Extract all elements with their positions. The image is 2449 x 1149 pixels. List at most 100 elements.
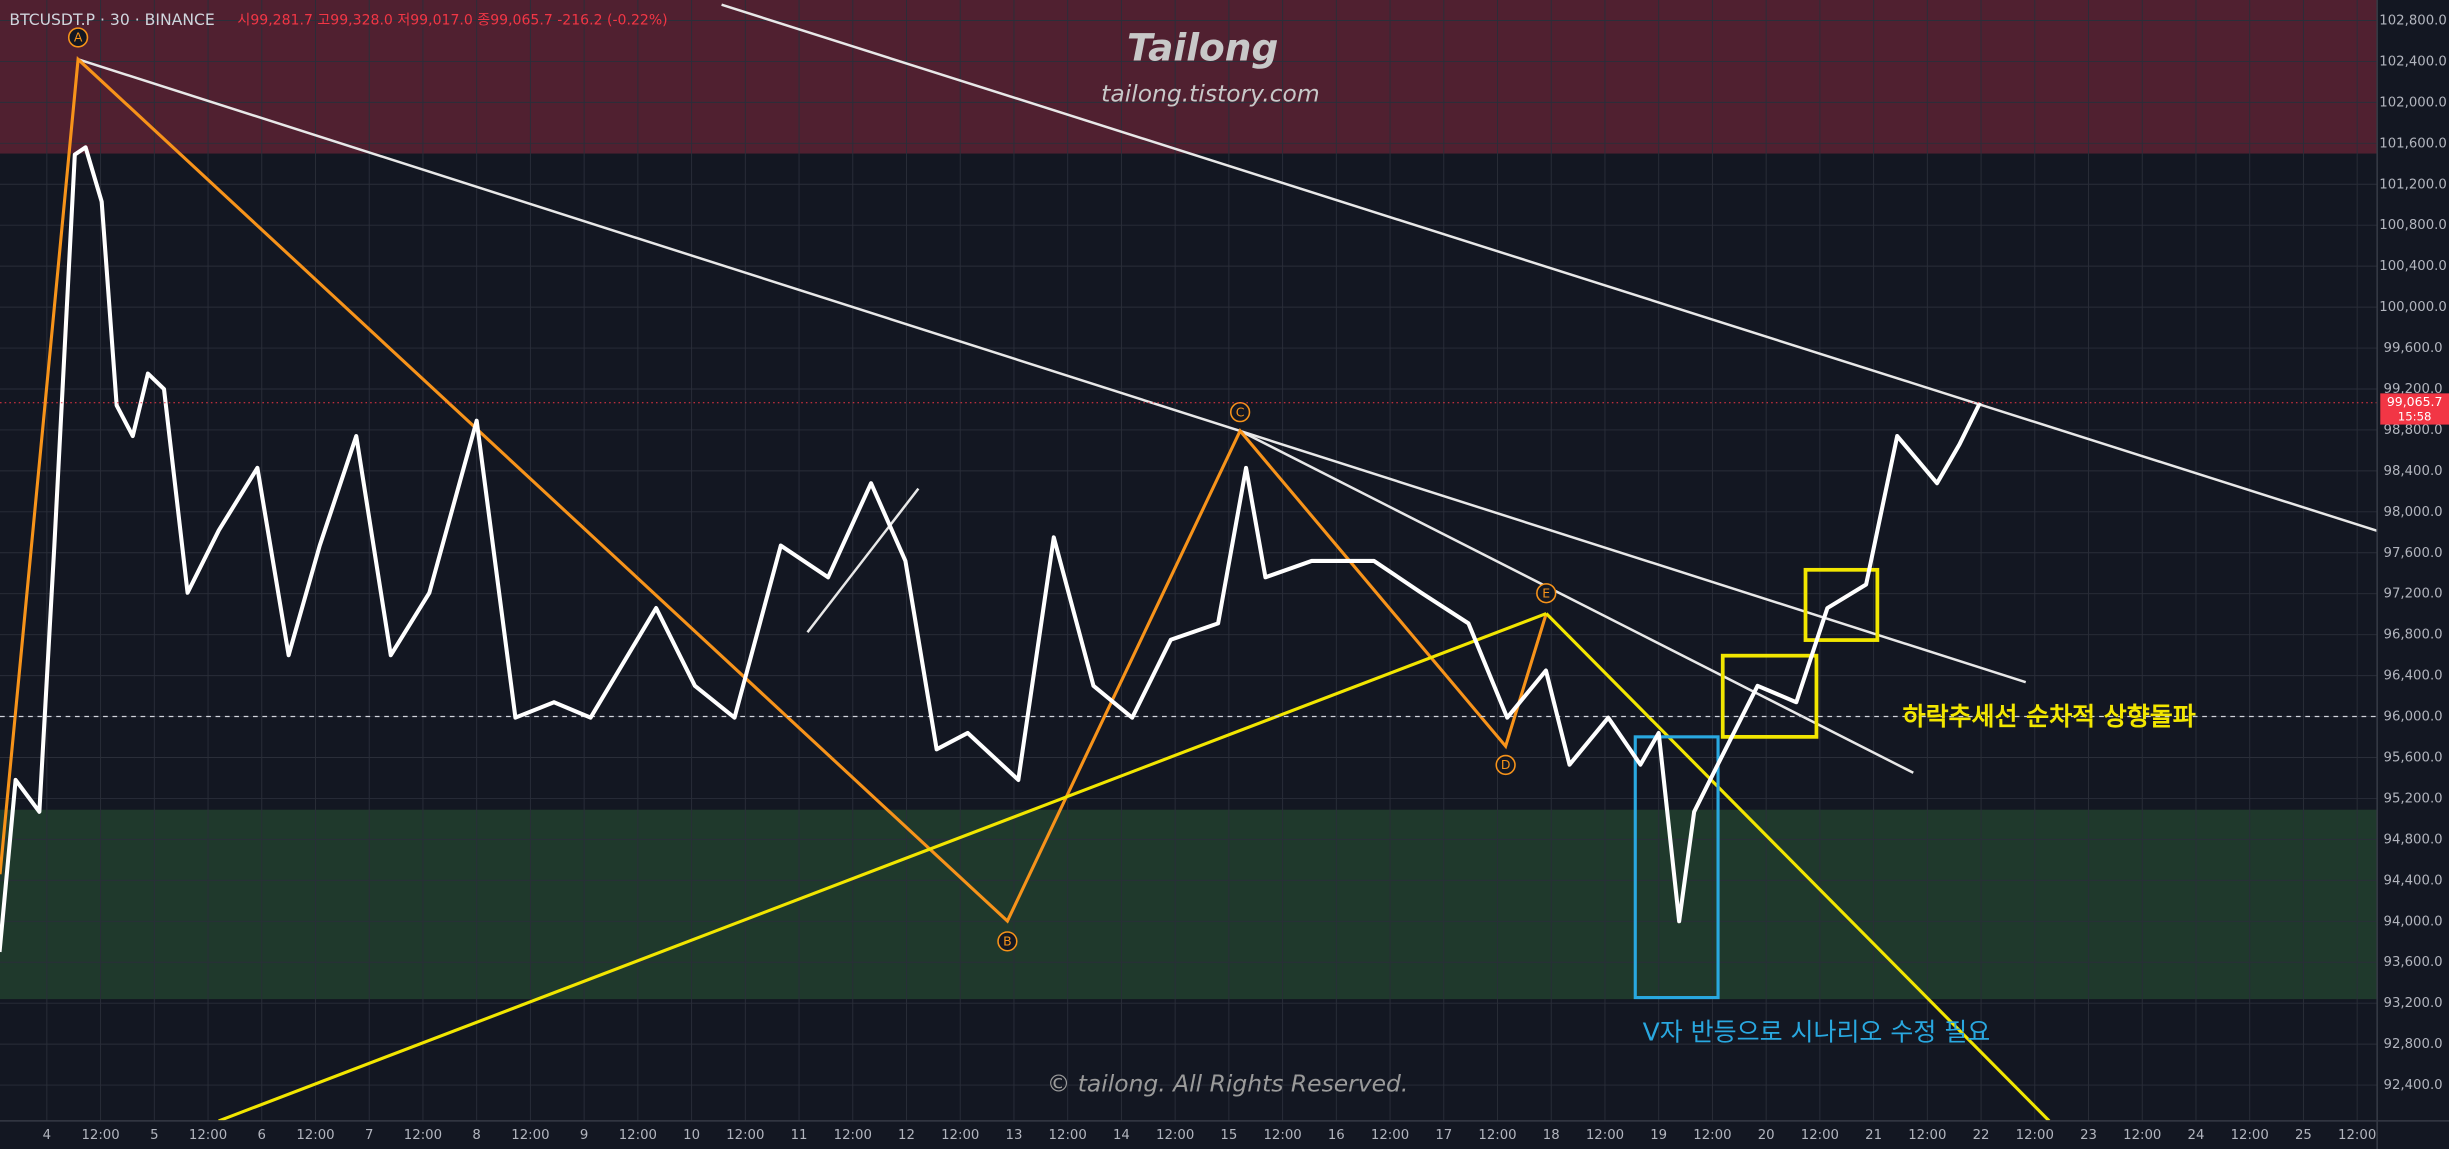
- trendline: [721, 3, 2378, 532]
- y-tick-label: 99,600.0: [2384, 341, 2443, 356]
- breakout-box: [1803, 567, 1880, 642]
- x-tick-label: 25: [2295, 1128, 2312, 1143]
- copyright: © tailong. All Rights Reserved.: [1047, 1069, 1409, 1097]
- x-tick-label: 21: [1865, 1128, 1882, 1143]
- x-tick-label: 20: [1758, 1128, 1775, 1143]
- price-line: [0, 145, 1982, 953]
- y-tick-label: 93,600.0: [2384, 955, 2443, 970]
- y-tick-label: 102,400.0: [2379, 54, 2447, 69]
- x-tick-label: 12:00: [81, 1128, 119, 1143]
- axes: 92,400.0 92,800.0 93,200.0 93,600.0 94,000.0…: [43, 13, 2449, 1143]
- price-axis: [2377, 0, 2449, 1149]
- y-tick-label: 101,600.0: [2379, 136, 2447, 151]
- point-label: A: [74, 30, 83, 45]
- x-tick-label: 16: [1328, 1128, 1345, 1143]
- y-tick-label: 101,200.0: [2379, 177, 2447, 192]
- y-tick-label: 98,400.0: [2384, 464, 2443, 479]
- x-tick-label: 5: [150, 1128, 158, 1143]
- y-tick-label: 102,800.0: [2379, 13, 2447, 28]
- x-tick-label: 12:00: [619, 1128, 657, 1143]
- point-label: D: [1501, 757, 1511, 772]
- annotation: V자 반등으로 시나리오 수정 필요: [1643, 1017, 1991, 1046]
- x-tick-label: 18: [1543, 1128, 1560, 1143]
- time-axis: [0, 1120, 2449, 1149]
- x-tick-label: 12:00: [941, 1128, 979, 1143]
- support-line: [218, 612, 1547, 1123]
- x-tick-label: 11: [791, 1128, 808, 1143]
- y-tick-label: 97,200.0: [2384, 587, 2443, 602]
- x-tick-label: 12:00: [2338, 1128, 2376, 1143]
- y-tick-label: 94,000.0: [2384, 914, 2443, 929]
- y-tick-label: 100,800.0: [2379, 218, 2447, 233]
- y-tick-label: 98,000.0: [2384, 505, 2443, 520]
- x-tick-label: 23: [2080, 1128, 2097, 1143]
- x-tick-label: 6: [258, 1128, 266, 1143]
- x-tick-label: 19: [1650, 1128, 1667, 1143]
- y-tick-label: 100,400.0: [2379, 259, 2447, 274]
- trendline: [1239, 429, 1914, 774]
- abcde-pattern: [0, 56, 1548, 924]
- y-tick-label: 95,200.0: [2384, 791, 2443, 806]
- price-tag: [2380, 393, 2449, 425]
- x-tick-label: 7: [365, 1128, 373, 1143]
- x-tick-label: 12:00: [2123, 1128, 2161, 1143]
- x-tick-label: 12:00: [189, 1128, 227, 1143]
- grid: [0, 0, 2378, 1121]
- x-tick-label: 12:00: [1156, 1128, 1194, 1143]
- y-tick-label: 96,800.0: [2384, 628, 2443, 643]
- x-tick-label: 12:00: [1263, 1128, 1301, 1143]
- x-tick-label: 24: [2188, 1128, 2205, 1143]
- x-tick-label: 12: [898, 1128, 915, 1143]
- x-tick-label: 10: [683, 1128, 700, 1143]
- trendline: [806, 487, 920, 634]
- watermark-title: Tailong: [1127, 25, 1278, 69]
- point-label: C: [1236, 404, 1245, 419]
- x-tick-label: 12:00: [1908, 1128, 1946, 1143]
- x-tick-label: 9: [580, 1128, 588, 1143]
- y-tick-label: 100,000.0: [2379, 300, 2447, 315]
- v-rebound-box: [1633, 735, 1720, 1000]
- y-tick-label: 96,000.0: [2384, 710, 2443, 725]
- y-tick-label: 95,600.0: [2384, 751, 2443, 766]
- point-marker: [1495, 754, 1516, 776]
- y-tick-label: 99,200.0: [2384, 382, 2443, 397]
- zone: [0, 809, 2378, 1000]
- x-tick-label: 12:00: [726, 1128, 764, 1143]
- x-tick-label: 12:00: [2016, 1128, 2054, 1143]
- y-tick-label: 94,400.0: [2384, 873, 2443, 888]
- point-label: E: [1542, 586, 1550, 601]
- y-tick-label: 96,400.0: [2384, 669, 2443, 684]
- point-marker: [1229, 401, 1251, 423]
- y-tick-label: 97,600.0: [2384, 546, 2443, 561]
- point-marker: [67, 27, 89, 48]
- x-tick-label: 12:00: [1478, 1128, 1516, 1143]
- x-tick-label: 4: [43, 1128, 51, 1143]
- x-tick-label: 12:00: [1371, 1128, 1409, 1143]
- breakout-box: [1720, 653, 1819, 739]
- watermark-url: tailong.tistory.com: [1101, 80, 1320, 108]
- y-tick-label: 102,000.0: [2379, 95, 2447, 110]
- x-tick-label: 12:00: [511, 1128, 549, 1143]
- x-tick-label: 17: [1435, 1128, 1452, 1143]
- countdown: 15:58: [2398, 409, 2432, 423]
- y-tick-label: 98,800.0: [2384, 423, 2443, 438]
- ohlc: 시99,281.7 고99,328.0 저99,017.0 종99,065.7 …: [237, 12, 667, 28]
- x-tick-label: 8: [472, 1128, 480, 1143]
- y-tick-label: 92,400.0: [2384, 1078, 2443, 1093]
- x-tick-label: 12:00: [404, 1128, 442, 1143]
- x-tick-label: 12:00: [1586, 1128, 1624, 1143]
- drawings: [0, 3, 2378, 1123]
- annotation: 하락추세선 순차적 상향돌파: [1903, 702, 2196, 731]
- trendline: [77, 58, 2027, 684]
- y-tick-label: 93,200.0: [2384, 996, 2443, 1011]
- support-line: [1545, 612, 2051, 1122]
- x-tick-label: 13: [1006, 1128, 1023, 1143]
- x-tick-label: 22: [1973, 1128, 1990, 1143]
- point-label: B: [1003, 934, 1012, 949]
- x-tick-label: 12:00: [1801, 1128, 1839, 1143]
- x-tick-label: 14: [1113, 1128, 1130, 1143]
- point-marker: [1536, 583, 1557, 604]
- y-tick-label: 92,800.0: [2384, 1037, 2443, 1052]
